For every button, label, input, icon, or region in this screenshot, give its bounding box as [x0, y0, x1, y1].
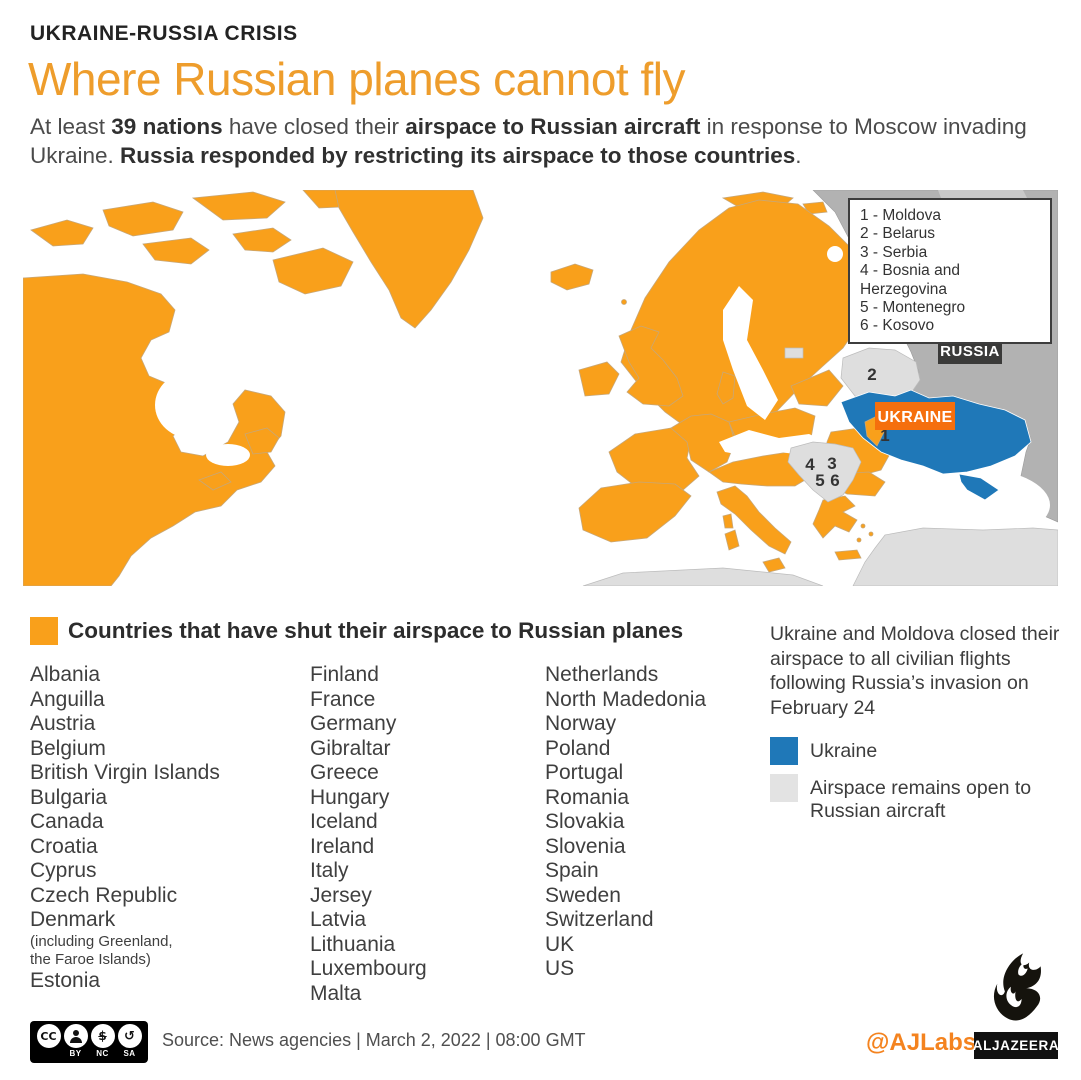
map-numbered-legend: 1 - Moldova 2 - Belarus 3 - Serbia 4 - Bosn… — [848, 198, 1052, 344]
closed-airspace-heading-text: Countries that have shut their airspace … — [68, 618, 684, 643]
country-item: Ireland — [310, 834, 375, 858]
country-item: Albania — [30, 663, 101, 686]
country-item: (including Greenland, — [30, 932, 173, 950]
ajlabs-handle: @AJLabs — [866, 1029, 977, 1056]
country-item: Canada — [30, 810, 104, 833]
country-item: Switzerland — [545, 908, 654, 931]
country-item: Romania — [545, 785, 630, 809]
country-item: Austria — [30, 712, 96, 735]
legend-line: 1 - Moldova — [860, 207, 941, 224]
country-item: Cyprus — [30, 859, 97, 882]
legend-line: 5 - Montenegro — [860, 299, 966, 317]
aljazeera-flame-logo-icon — [976, 944, 1052, 1033]
key-open-airspace: Airspace remains open to Russian aircraf… — [770, 774, 1065, 823]
legend-line: 6 - Kosovo — [860, 317, 935, 335]
cc-icon: CC — [36, 1024, 61, 1048]
map-number-markers: 2 1 4 3 5 6 — [805, 365, 889, 490]
non-commercial-dollar-icon: $ NC — [90, 1024, 115, 1058]
kicker: UKRAINE-RUSSIA CRISIS — [30, 22, 298, 45]
country-item: France — [310, 687, 376, 711]
country-item: Italy — [310, 859, 349, 882]
country-item: Estonia — [30, 968, 101, 992]
legend-line: 4 - Bosnia and Herzegovina — [860, 262, 960, 298]
marker-kosovo: 6 — [830, 471, 839, 490]
country-item: Anguilla — [30, 687, 105, 711]
intro-paragraph: At least 39 nations have closed their ai… — [30, 114, 1027, 168]
country-item: Luxembourg — [310, 957, 427, 980]
country-item: Germany — [310, 712, 397, 735]
open-airspace-landmass — [582, 347, 1059, 587]
svg-text:RUSSIA: RUSSIA — [940, 343, 1000, 360]
country-item: Czech Republic — [30, 883, 178, 907]
country-item: Greece — [310, 761, 379, 784]
country-item: Spain — [545, 859, 599, 882]
marker-moldova: 1 — [880, 426, 889, 445]
country-item: Latvia — [310, 908, 367, 931]
country-column-3: Netherlands North Madedonia Norway Poland Po… — [545, 663, 775, 982]
country-item: Jersey — [310, 883, 372, 907]
country-column-2: Finland France Germany Gibraltar Greece Hunga… — [310, 663, 540, 1006]
marker-belarus: 2 — [867, 365, 876, 384]
country-column-1: Albania Anguilla Austria Belgium British Vir… — [30, 663, 305, 993]
country-item: Slovakia — [545, 810, 625, 833]
ukraine-swatch — [770, 737, 798, 765]
country-item: Croatia — [30, 834, 98, 858]
country-item: UK — [545, 932, 575, 956]
country-item: Gibraltar — [310, 736, 391, 760]
key-open-airspace-label: Airspace remains open to Russian aircraf… — [810, 777, 1032, 822]
source-line: Source: News agencies | March 2, 2022 | … — [162, 1030, 586, 1050]
country-item: Denmark — [30, 908, 116, 931]
creative-commons-badge: CC BY $ NC ↺ SA — [30, 1021, 148, 1063]
marker-montenegro: 5 — [815, 471, 824, 490]
country-item: Malta — [310, 981, 362, 1005]
legend-line: 3 - Serbia — [860, 243, 928, 261]
country-item: Iceland — [310, 810, 378, 833]
country-item: the Faroe Islands) — [30, 950, 151, 968]
closed-airspace-heading: Countries that have shut their airspace … — [30, 617, 683, 645]
ukraine-moldova-note: Ukraine and Moldova closed their airspac… — [770, 623, 1060, 719]
marker-serbia: 3 — [827, 454, 836, 473]
country-item: Sweden — [545, 883, 621, 907]
country-item: North Madedonia — [545, 687, 707, 711]
country-item: US — [545, 957, 575, 980]
ukraine-label: UKRAINE — [875, 402, 955, 430]
page-title: Where Russian planes cannot fly — [28, 53, 685, 105]
attribution-person-icon: BY — [63, 1024, 88, 1058]
country-item: Portugal — [545, 761, 624, 784]
country-item: Bulgaria — [30, 785, 108, 809]
share-alike-arrow-icon: ↺ SA — [117, 1024, 142, 1058]
country-item: Netherlands — [545, 663, 659, 686]
country-item: Norway — [545, 712, 617, 735]
svg-text:UKRAINE: UKRAINE — [878, 409, 953, 426]
country-item: Belgium — [30, 736, 106, 760]
marker-bosnia: 4 — [805, 455, 815, 474]
country-item: Hungary — [310, 785, 390, 809]
aljazeera-wordmark: ALJAZEERA — [973, 1032, 1059, 1059]
key-ukraine-label: Ukraine — [810, 740, 878, 762]
country-item: Poland — [545, 736, 611, 760]
country-item: Finland — [310, 663, 379, 686]
sea-carveouts — [155, 246, 1050, 543]
country-item: Slovenia — [545, 834, 626, 858]
legend-line: 2 - Belarus — [860, 225, 935, 243]
open-airspace-swatch — [770, 774, 798, 802]
orange-swatch — [30, 617, 58, 645]
country-item: Lithuania — [310, 932, 396, 956]
country-item: British Virgin Islands — [30, 761, 220, 784]
key-ukraine: Ukraine — [770, 737, 1065, 765]
